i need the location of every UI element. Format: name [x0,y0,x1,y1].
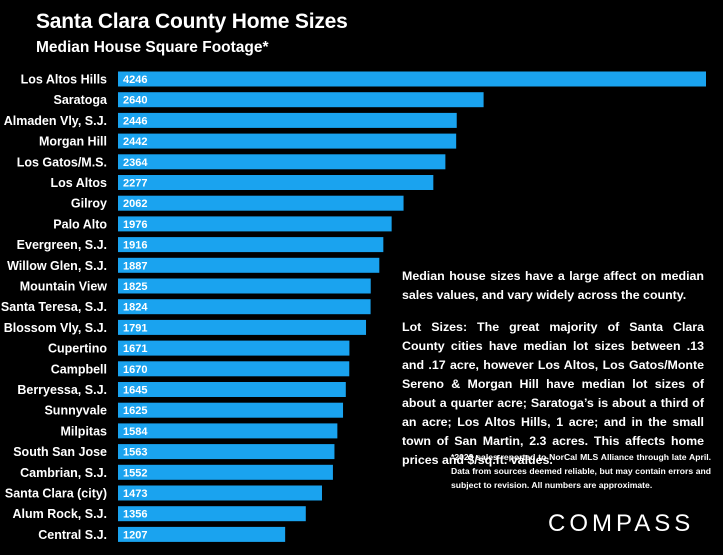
bar-alum-rock-s-j [118,506,306,522]
category-label-south-san-jose: South San Jose [13,445,107,459]
value-label-cupertino: 1671 [123,343,147,355]
category-label-cambrian-s-j: Cambrian, S.J. [20,466,107,480]
category-label-los-altos-hills: Los Altos Hills [21,73,107,87]
footnote: *2023 sales reported to NorCal MLS Allia… [451,452,711,490]
value-label-santa-teresa-s-j: 1824 [123,302,148,314]
bar-blossom-vly-s-j [118,319,367,335]
bar-mountain-view [118,278,371,294]
chart-subtitle: Median House Square Footage* [36,39,269,56]
category-label-evergreen-s-j: Evergreen, S.J. [17,238,107,252]
bar-evergreen-s-j [118,237,384,253]
category-label-almaden-vly-s-j: Almaden Vly, S.J. [4,114,107,128]
compass-logo: COMPASS [548,510,695,537]
value-label-central-s-j: 1207 [123,529,147,541]
category-label-palo-alto: Palo Alto [53,217,107,231]
bar-morgan-hill [118,133,457,149]
bar-saratoga [118,92,484,108]
bar-sunnyvale [118,402,344,418]
bar-los-altos-hills [118,71,706,87]
bar-gilroy [118,195,404,211]
category-label-cupertino: Cupertino [48,342,107,356]
value-label-almaden-vly-s-j: 2446 [123,115,147,127]
value-label-sunnyvale: 1625 [123,405,147,417]
value-label-willow-glen-s-j: 1887 [123,260,147,272]
bar-cupertino [118,340,350,356]
lot-sizes-paragraph: Lot Sizes: The great majority of Santa C… [402,320,704,467]
value-label-berryessa-s-j: 1645 [123,385,147,397]
category-label-los-altos: Los Altos [51,176,108,190]
bar-berryessa-s-j [118,382,346,397]
bar-santa-teresa-s-j [118,299,371,315]
bar-almaden-vly-s-j [118,112,457,128]
bar-central-s-j [118,526,286,542]
description-paragraph: Median house sizes have a large affect o… [402,269,704,302]
category-label-morgan-hill: Morgan Hill [39,135,107,149]
category-label-santa-teresa-s-j: Santa Teresa, S.J. [1,300,107,314]
bar-milpitas [118,423,338,439]
category-label-berryessa-s-j: Berryessa, S.J. [17,383,107,397]
category-label-los-gatos-m-s: Los Gatos/M.S. [17,155,107,169]
category-label-mountain-view: Mountain View [20,280,108,294]
category-label-campbell: Campbell [51,362,107,376]
category-label-gilroy: Gilroy [71,197,107,211]
category-label-saratoga: Saratoga [54,93,109,107]
category-label-sunnyvale: Sunnyvale [44,404,107,418]
value-label-los-altos: 2277 [123,178,147,190]
value-label-blossom-vly-s-j: 1791 [123,322,147,334]
value-label-santa-clara-city: 1473 [123,488,147,500]
value-label-cambrian-s-j: 1552 [123,467,147,479]
category-label-willow-glen-s-j: Willow Glen, S.J. [7,259,107,273]
value-label-palo-alto: 1976 [123,219,147,231]
category-label-santa-clara-city: Santa Clara (city) [5,487,107,501]
value-label-morgan-hill: 2442 [123,136,147,148]
bar-south-san-jose [118,444,335,460]
bar-los-altos [118,175,434,190]
value-label-los-altos-hills: 4246 [123,74,147,86]
bar-santa-clara-city [118,485,322,501]
bar-willow-glen-s-j [118,257,380,273]
value-label-saratoga: 2640 [123,95,147,107]
bar-los-gatos-m-s [118,154,446,170]
value-label-mountain-view: 1825 [123,281,147,293]
category-label-alum-rock-s-j: Alum Rock, S.J. [13,507,107,521]
bar-campbell [118,361,350,377]
category-label-blossom-vly-s-j: Blossom Vly, S.J. [4,321,107,335]
value-label-alum-rock-s-j: 1356 [123,509,147,521]
value-label-evergreen-s-j: 1916 [123,240,147,252]
chart-title: Santa Clara County Home Sizes [36,10,348,33]
value-label-south-san-jose: 1563 [123,447,147,459]
value-label-milpitas: 1584 [123,426,148,438]
bar-palo-alto [118,216,392,232]
bar-cambrian-s-j [118,464,333,480]
category-label-central-s-j: Central S.J. [38,528,107,542]
category-label-milpitas: Milpitas [60,424,107,438]
value-label-los-gatos-m-s: 2364 [123,157,148,169]
value-label-gilroy: 2062 [123,198,147,210]
value-label-campbell: 1670 [123,364,147,376]
